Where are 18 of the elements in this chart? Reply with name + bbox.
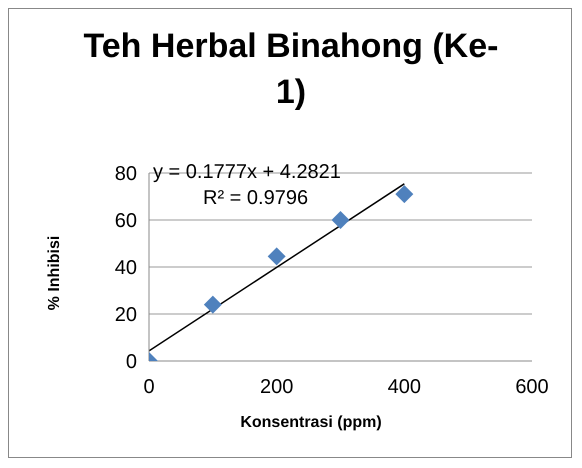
point: [204, 296, 222, 314]
annotation: R² = 0.9796: [203, 187, 308, 210]
y-axis-title: % Inhibisi: [46, 236, 64, 310]
x-axis-title: Konsentrasi (ppm): [239, 414, 383, 432]
y-tick-label: 60: [114, 210, 137, 232]
x-tick-label: 600: [515, 376, 549, 398]
point: [332, 211, 350, 229]
point: [268, 247, 286, 266]
x-tick-label: 0: [143, 376, 155, 398]
annotation: y = 0.1777x + 4.2821: [153, 161, 341, 184]
x-tick-label: 200: [260, 376, 294, 398]
chart-title: Teh Herbal Binahong (Ke-1): [82, 26, 500, 113]
y-tick-label: 0: [126, 351, 137, 374]
y-tick-label: 20: [114, 304, 137, 326]
y-tick-label: 40: [114, 257, 137, 280]
y-tick-label: 80: [114, 163, 137, 186]
point: [395, 185, 414, 204]
x-tick-label: 400: [388, 376, 422, 398]
